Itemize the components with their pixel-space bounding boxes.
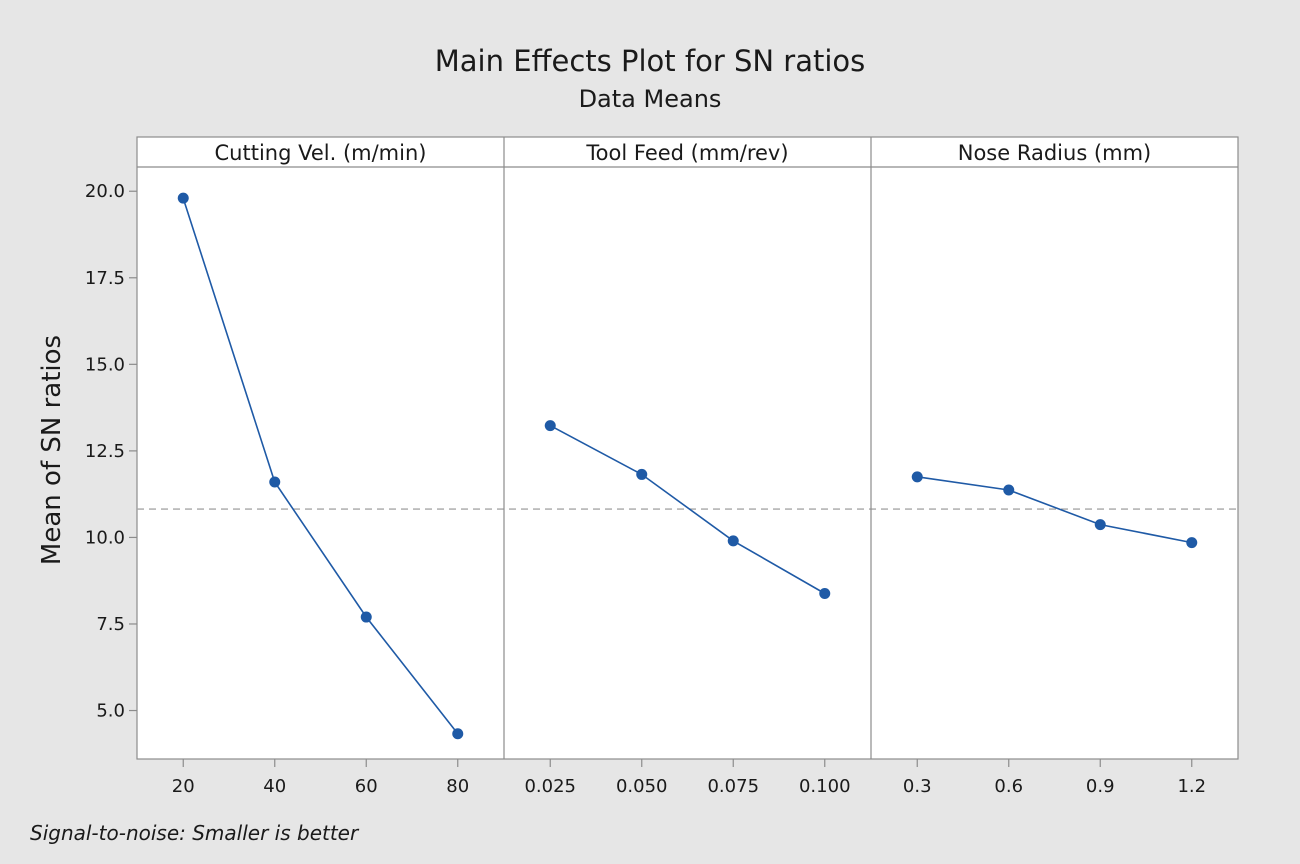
x-tick-label: 0.025 (524, 776, 576, 797)
y-tick-label: 12.5 (85, 441, 125, 462)
y-tick-label: 20.0 (85, 181, 125, 202)
y-tick-label: 7.5 (96, 614, 125, 635)
panel-label: Tool Feed (mm/rev) (585, 141, 788, 165)
x-tick-label: 0.075 (707, 776, 759, 797)
x-tick-label: 0.3 (903, 776, 932, 797)
data-point (819, 588, 831, 600)
plot-area: 5.0 7.5 10.0 12.5 15.0 17.5 20.0 Cutting Vel. (… (85, 136, 1239, 797)
data-point (727, 535, 739, 547)
data-point (269, 476, 281, 488)
footnote: Signal-to-noise: Smaller is better (30, 821, 360, 845)
data-point (1094, 519, 1106, 531)
panel-label: Nose Radius (mm) (958, 141, 1151, 165)
x-tick-label: 60 (355, 776, 378, 797)
data-point (1186, 537, 1198, 549)
x-tick-label: 0.6 (994, 776, 1023, 797)
x-tick-label: 0.050 (616, 776, 668, 797)
data-point (360, 611, 372, 623)
y-tick-label: 5.0 (96, 701, 125, 722)
data-point (1003, 484, 1015, 496)
x-tick-label: 20 (172, 776, 195, 797)
data-point (911, 471, 923, 483)
y-tick-label: 15.0 (85, 354, 125, 375)
x-tick-label: 80 (446, 776, 469, 797)
x-tick-label: 0.100 (799, 776, 851, 797)
plot-background (136, 136, 1239, 760)
data-point (452, 728, 464, 740)
y-tick-label: 10.0 (85, 527, 125, 548)
x-tick-label: 40 (263, 776, 286, 797)
data-point (544, 420, 556, 432)
chart-subtitle: Data Means (579, 85, 722, 113)
y-tick-label: 17.5 (85, 268, 125, 289)
series-line (182, 197, 459, 735)
chart-title: Main Effects Plot for SN ratios (435, 44, 866, 78)
data-point (636, 468, 648, 480)
y-axis-label: Mean of SN ratios (37, 335, 67, 565)
series-line (917, 476, 1192, 544)
data-point (177, 192, 189, 204)
series-line (549, 424, 826, 595)
panel-label: Cutting Vel. (m/min) (215, 141, 427, 165)
x-tick-label: 0.9 (1086, 776, 1115, 797)
x-tick-label: 1.2 (1177, 776, 1206, 797)
